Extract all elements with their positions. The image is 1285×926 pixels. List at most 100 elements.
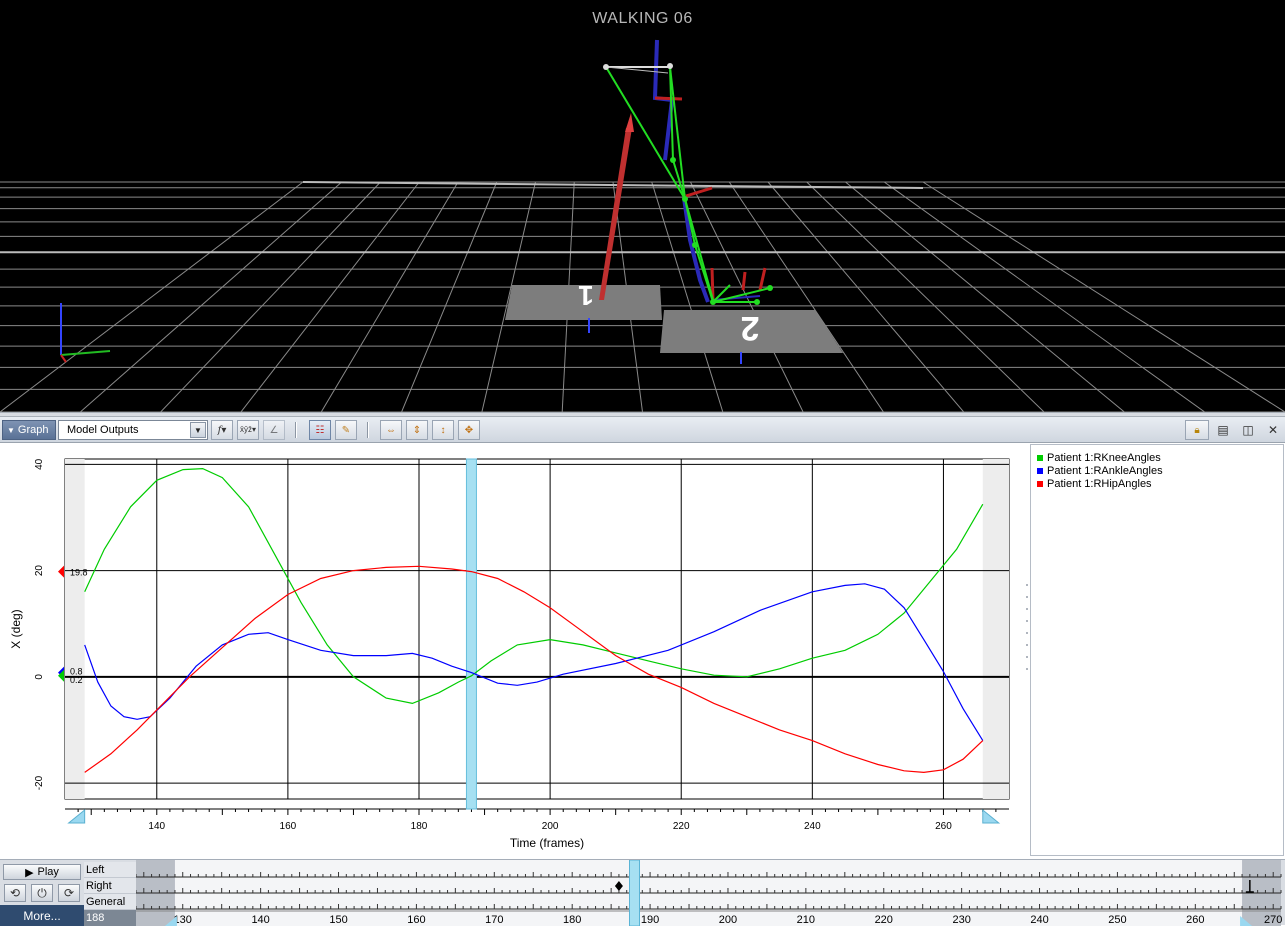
timeline-tick-label: 150: [329, 914, 347, 926]
graph-legend: Patient 1:RKneeAngles Patient 1:RAnkleAn…: [1030, 444, 1284, 856]
split-horizontal-button[interactable]: ▤: [1214, 421, 1232, 439]
pane-splitter[interactable]: [0, 412, 1285, 417]
timeline-tick-label: 160: [407, 914, 425, 926]
pane-type-label: Graph: [17, 424, 49, 436]
y-axis-label: X (deg): [9, 609, 23, 648]
pan-button[interactable]: ✥: [458, 420, 480, 440]
skeleton-links: [605, 66, 771, 303]
timeline-tick-label: 260: [1186, 914, 1204, 926]
more-button[interactable]: More...: [0, 905, 84, 926]
grid-line: [651, 181, 724, 412]
loop-button[interactable]: ⟲: [4, 884, 26, 902]
splitter-grip: [1026, 668, 1028, 670]
y-tick-label: 0: [34, 674, 45, 680]
legend-item[interactable]: Patient 1:RAnkleAngles: [1037, 464, 1283, 477]
toolbar-separator: [367, 422, 369, 438]
graph-pane[interactable]: 140 160 180 200 220 240 260 -20 0 20 40 Time (frame…: [0, 444, 1028, 857]
x-tick-label: 240: [804, 821, 821, 832]
current-frame-readout[interactable]: 188: [84, 910, 136, 926]
angle-chart[interactable]: 140 160 180 200 220 240 260 -20 0 20 40 Time (frame…: [0, 444, 1028, 857]
series-line: [84, 565, 984, 774]
knee-marker: [58, 669, 64, 682]
outputs-select[interactable]: Model Outputs ▼: [58, 420, 208, 440]
power-icon: ⏻: [37, 885, 47, 900]
timeline-tick-label: 240: [1030, 914, 1048, 926]
toolbar-separator: [295, 422, 297, 438]
zoom-y-icon: ⇕: [412, 424, 422, 436]
splitter-grip: [1026, 596, 1028, 598]
grid-line: [401, 181, 498, 412]
series-line: [84, 467, 984, 705]
x-tick-label: 200: [542, 821, 559, 832]
x-tick-label: 220: [673, 821, 690, 832]
graph-toolbar: ▼ Graph Model Outputs ▼ f▾ x̄ȳz̄▾ ∠ ☷ ✎ …: [0, 417, 1285, 443]
origin-axis: [60, 303, 111, 363]
legend-swatch: [1037, 454, 1043, 461]
timeline-tick-label: 220: [875, 914, 893, 926]
grid-line: [806, 181, 1045, 412]
grid-line: [481, 181, 536, 412]
angle-button[interactable]: ∠: [263, 420, 285, 440]
range-start-handle: [67, 808, 86, 824]
outputs-select-value: Model Outputs: [67, 424, 139, 436]
legend-item[interactable]: Patient 1:RKneeAngles: [1037, 451, 1283, 464]
angle-icon: ∠: [269, 424, 279, 436]
timeline-ruler[interactable]: 130 140 150 160 170 180 190 200 210 220 230 240 250 2…: [0, 860, 1285, 926]
timeline-tick-label: 250: [1108, 914, 1126, 926]
split-vertical-button[interactable]: ◫: [1239, 421, 1257, 439]
grid-line: [561, 181, 575, 412]
skeleton-joints: [670, 157, 773, 305]
pane-type-menu[interactable]: ▼ Graph: [2, 420, 56, 440]
grid-line: [612, 181, 644, 412]
play-button[interactable]: ▶ Play: [3, 864, 81, 880]
play-icon: ▶: [25, 866, 34, 879]
legend-toggle-icon: ☷: [315, 424, 325, 436]
plot-area: [64, 458, 1010, 800]
splitter-grip: [1026, 584, 1028, 586]
splitter-grip: [1026, 644, 1028, 646]
split-vertical-icon: ◫: [1242, 423, 1254, 437]
grid-line: [883, 181, 1206, 412]
splitter-grip: [1026, 608, 1028, 610]
right-foot-event-marker: [614, 881, 623, 891]
timeline-tick-label: 200: [719, 914, 737, 926]
zoom-x-button[interactable]: ↕: [432, 420, 454, 440]
svg-text:1: 1: [578, 280, 594, 311]
chevron-down-icon: ▼: [190, 422, 206, 438]
timeline-cursor: [629, 860, 641, 926]
xyz-components-button[interactable]: x̄ȳz̄▾: [237, 420, 259, 440]
zoom-y-button[interactable]: ⇕: [406, 420, 428, 440]
grid-line: [79, 181, 343, 412]
rotate-icon: ⟳: [63, 886, 75, 900]
close-pane-button[interactable]: ✕: [1264, 421, 1282, 439]
floor-grid: [0, 181, 1285, 412]
close-icon: ✕: [1267, 423, 1279, 437]
skeleton-segments: [652, 39, 767, 303]
clear-graph-icon: ✎: [341, 424, 351, 436]
time-bar: 130 140 150 160 170 180 190 200 210 220 230 240 250 2…: [0, 859, 1285, 926]
clear-graph-button[interactable]: ✎: [335, 420, 357, 440]
grid-line: [845, 181, 1126, 412]
svg-text:2: 2: [741, 309, 760, 347]
track-label-right: Right: [84, 878, 136, 894]
out-of-range-right: [982, 459, 1009, 799]
function-select-button[interactable]: f▾: [211, 420, 233, 440]
timeline-start-handle: [164, 916, 177, 926]
rotate-button[interactable]: ⟳: [58, 884, 80, 902]
scene-title: WALKING 06: [592, 10, 693, 27]
legend-swatch: [1037, 480, 1043, 487]
force-plate-2: 2: [660, 309, 843, 364]
lock-button[interactable]: 🔒︎: [1185, 420, 1209, 440]
legend-toggle-button[interactable]: ☷: [309, 420, 331, 440]
timeline-tick-label: 210: [797, 914, 815, 926]
zoom-fit-button[interactable]: ⇔: [380, 420, 402, 440]
3d-viewport[interactable]: 1 2: [0, 0, 1285, 412]
power-button[interactable]: ⏻: [31, 884, 53, 902]
legend-label: Patient 1:RKneeAngles: [1047, 451, 1161, 464]
legend-item[interactable]: Patient 1:RHipAngles: [1037, 477, 1283, 490]
y-tick-label: -20: [34, 775, 45, 790]
y-tick-label: 20: [34, 565, 45, 577]
grid-line: [320, 181, 459, 412]
timeline-tick-label: 170: [485, 914, 503, 926]
force-vector: [599, 113, 634, 300]
